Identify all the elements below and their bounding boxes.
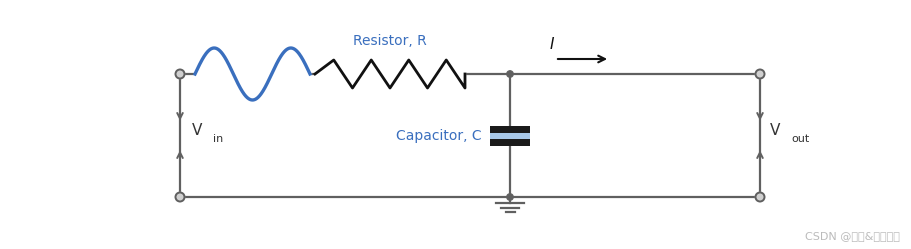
Circle shape xyxy=(755,192,764,201)
Bar xyxy=(490,126,530,133)
Bar xyxy=(490,133,530,139)
Circle shape xyxy=(507,194,513,200)
Text: in: in xyxy=(213,133,223,143)
Text: I: I xyxy=(550,37,555,52)
Text: V: V xyxy=(192,123,202,138)
Text: Resistor, R: Resistor, R xyxy=(353,34,427,48)
Circle shape xyxy=(507,71,513,77)
Bar xyxy=(490,139,530,146)
Circle shape xyxy=(176,69,185,78)
Circle shape xyxy=(176,192,185,201)
Text: Capacitor, C: Capacitor, C xyxy=(396,129,482,143)
Text: out: out xyxy=(791,133,809,143)
Text: CSDN @视视&物联智能: CSDN @视视&物联智能 xyxy=(805,231,900,241)
Text: V: V xyxy=(770,123,781,138)
Circle shape xyxy=(755,69,764,78)
